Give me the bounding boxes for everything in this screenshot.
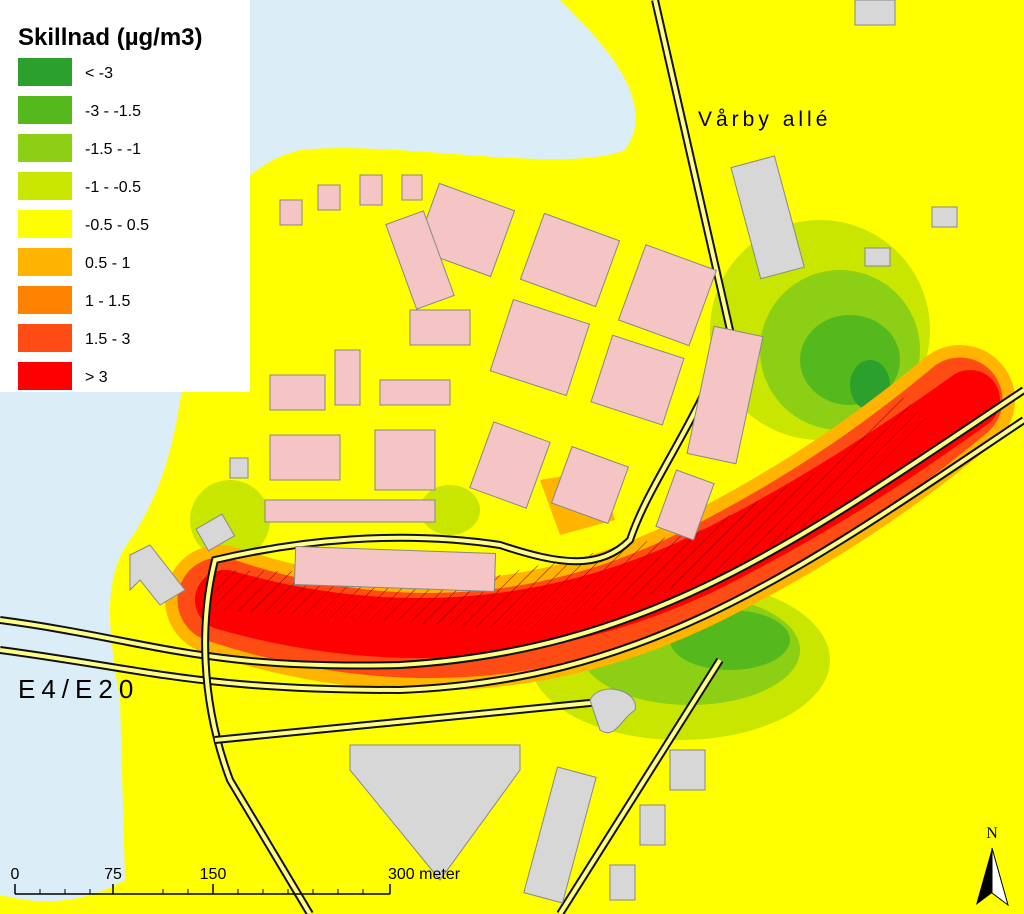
legend-swatch [18,210,72,238]
legend-label: -1 - -0.5 [85,179,141,196]
north-arrow-left [976,848,992,905]
buildings [129,0,958,904]
legend-label: 1 - 1.5 [85,293,130,310]
legend-swatch [18,286,72,314]
legend-swatch [18,172,72,200]
legend-swatch [18,134,72,162]
scale-label: 300 meter [388,866,461,883]
legend-label: > 3 [85,369,108,386]
legend-label: -0.5 - 0.5 [85,217,149,234]
north-arrow: N [976,825,1009,907]
scale-bar: 0 75 150 300 meter [11,866,461,895]
scale-label: 150 [200,866,227,883]
legend-label: -3 - -1.5 [85,103,141,120]
legend-swatch [18,362,72,390]
legend-label: -1.5 - -1 [85,141,141,158]
legend: Skillnad (µg/m3) < -3 -3 - -1.5 -1.5 - -1 -… [0,0,250,392]
legend-swatch [18,324,72,352]
legend-swatch [18,58,72,86]
road-label: Vårby allé [698,108,831,131]
legend-label: 0.5 - 1 [85,255,130,272]
road-label: E4/E20 [18,674,139,704]
north-arrow-right [991,847,1009,907]
north-label: N [986,825,998,842]
legend-title: Skillnad (µg/m3) [18,24,203,51]
legend-label: 1.5 - 3 [85,331,130,348]
legend-swatch [18,248,72,276]
scale-label: 0 [11,866,20,883]
legend-label: < -3 [85,65,113,82]
legend-swatch [18,96,72,124]
hatched-area [215,395,930,630]
scale-label: 75 [104,866,122,883]
